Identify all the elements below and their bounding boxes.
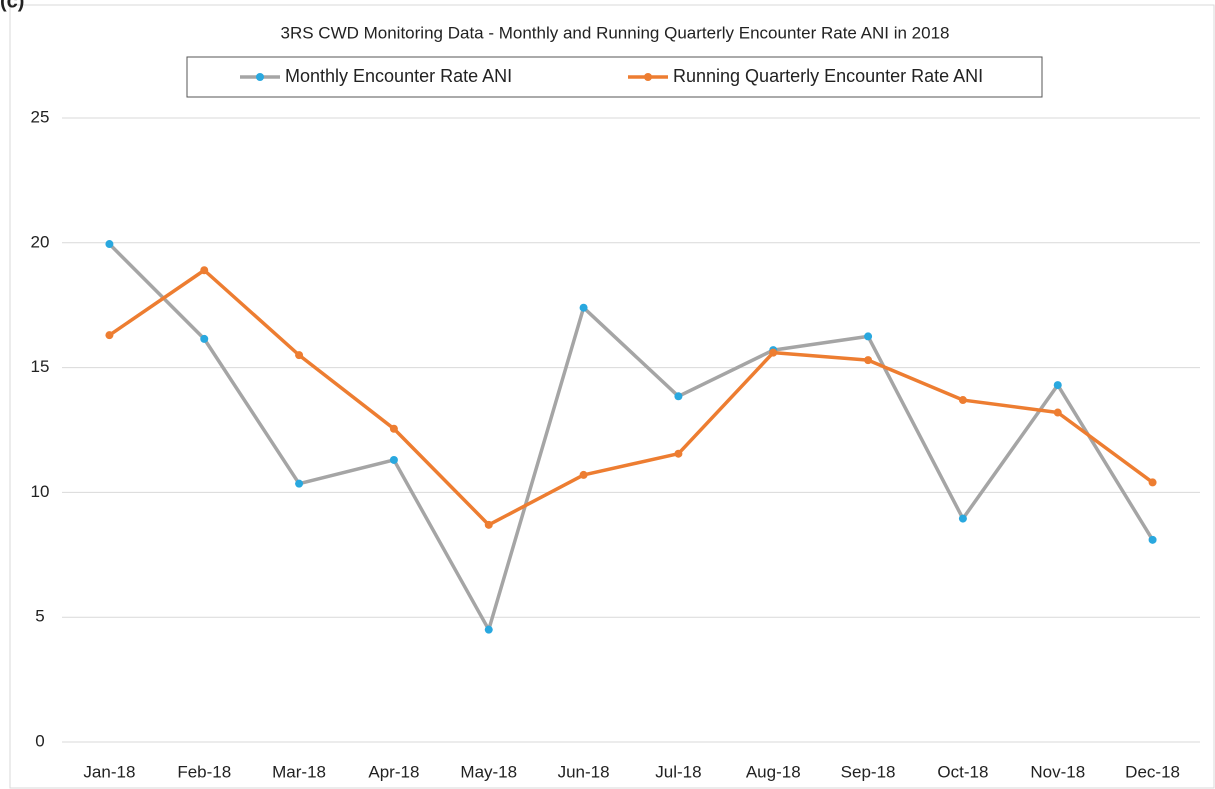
y-tick-label: 0 [35,731,44,750]
point [295,351,304,360]
point [1148,478,1157,487]
x-tick-label: May-18 [460,762,517,781]
panel-label: (c) [0,0,24,12]
legend-box [186,56,1043,98]
point [958,396,967,405]
point [579,303,588,312]
point [1053,381,1062,390]
point [769,348,778,357]
y-tick-label: 25 [31,107,50,126]
y-tick-label: 10 [31,482,50,501]
legend-label: Running Quarterly Encounter Rate ANI [673,66,983,86]
y-tick-label: 5 [35,607,44,626]
x-tick-label: Jun-18 [558,762,610,781]
point [674,392,683,401]
legend-marker [644,73,652,81]
point [105,331,114,340]
point [958,514,967,523]
point [864,356,873,365]
point [105,240,114,249]
x-tick-label: Feb-18 [177,762,231,781]
point [484,520,493,529]
chart-frame [9,4,1215,789]
x-tick-label: Jan-18 [83,762,135,781]
x-tick-label: Aug-18 [746,762,801,781]
point [1148,535,1157,544]
x-tick-label: Apr-18 [368,762,419,781]
point [1053,408,1062,417]
point [295,479,304,488]
point [200,266,209,275]
point [674,449,683,458]
point [484,625,493,634]
x-tick-label: Oct-18 [937,762,988,781]
point [389,424,398,433]
point [864,332,873,341]
point [389,455,398,464]
x-tick-label: Dec-18 [1125,762,1180,781]
x-tick-label: Sep-18 [841,762,896,781]
chart-title: 3RS CWD Monitoring Data - Monthly and Ru… [281,23,950,42]
y-tick-label: 20 [31,232,50,251]
series-line [108,242,1155,632]
point [579,470,588,479]
series-line [108,268,1154,527]
x-tick-label: Nov-18 [1030,762,1085,781]
y-tick-label: 15 [31,357,50,376]
legend-label: Monthly Encounter Rate ANI [285,66,512,86]
x-tick-label: Jul-18 [655,762,701,781]
legend-marker [256,73,264,81]
point [200,334,209,343]
x-tick-label: Mar-18 [272,762,326,781]
